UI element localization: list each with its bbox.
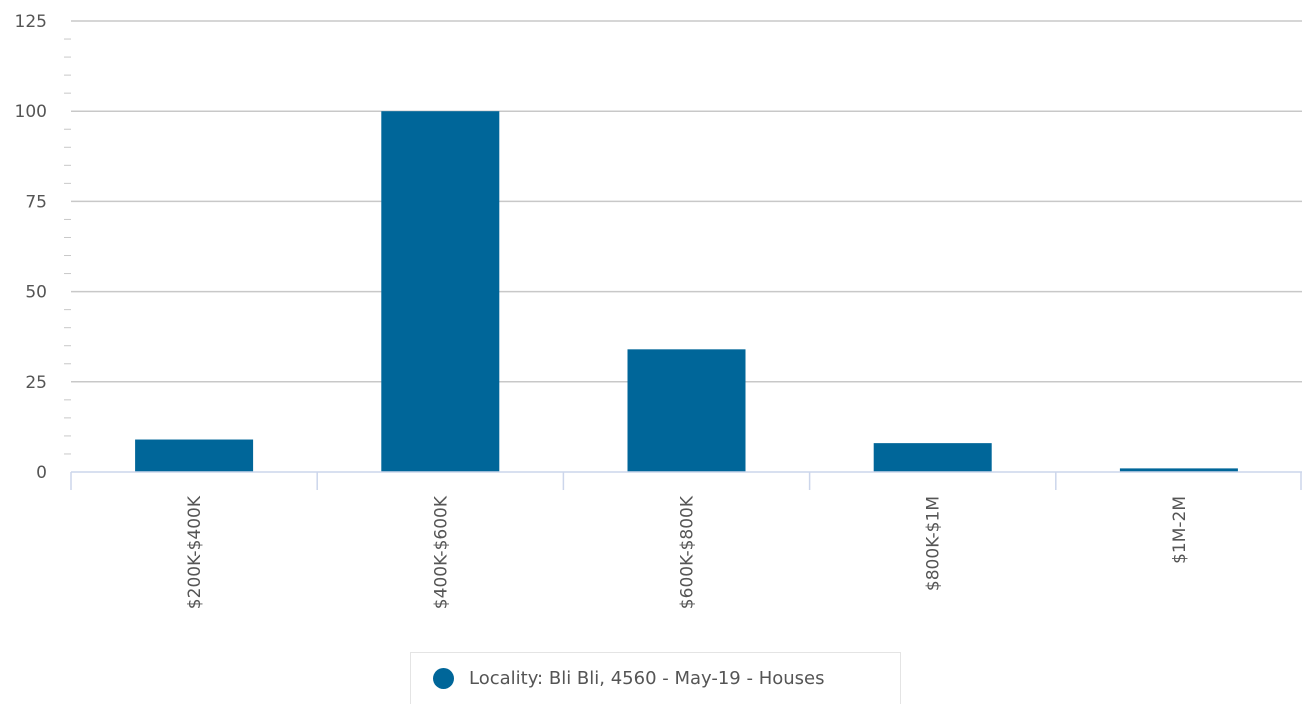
legend-label: Locality: Bli Bli, 4560 - May-19 - House… — [469, 668, 825, 689]
gridlines — [71, 20, 1302, 383]
y-tick-label: 100 — [15, 102, 47, 122]
bar-1[interactable] — [381, 111, 500, 472]
bar-4[interactable] — [1119, 468, 1238, 472]
bar-0[interactable] — [135, 439, 254, 472]
y-tick-label: 50 — [25, 283, 47, 303]
y-tick-label: 0 — [36, 463, 47, 483]
x-tick-label: $600K-$800K — [678, 495, 698, 609]
x-tick-label: $800K-$1M — [924, 496, 944, 591]
y-tick-label: 25 — [25, 373, 47, 393]
x-tick-label: $200K-$400K — [185, 495, 205, 609]
bar-2[interactable] — [627, 349, 746, 472]
y-axis-minor-ticks — [64, 38, 71, 455]
y-tick-label: 125 — [15, 12, 47, 32]
y-axis-tick-labels: 0 25 50 75 100 125 — [15, 12, 47, 483]
x-axis — [70, 471, 1302, 490]
bar-3[interactable] — [873, 443, 992, 472]
x-axis-tick-labels: $200K-$400K $400K-$600K $600K-$800K $800K-$… — [185, 495, 1190, 609]
x-tick-label: $1M-2M — [1170, 496, 1190, 564]
legend[interactable]: Locality: Bli Bli, 4560 - May-19 - House… — [410, 652, 901, 704]
bars — [135, 111, 1238, 472]
y-tick-label: 75 — [25, 192, 47, 212]
legend-marker-icon — [433, 668, 454, 689]
x-tick-label: $400K-$600K — [431, 495, 451, 609]
